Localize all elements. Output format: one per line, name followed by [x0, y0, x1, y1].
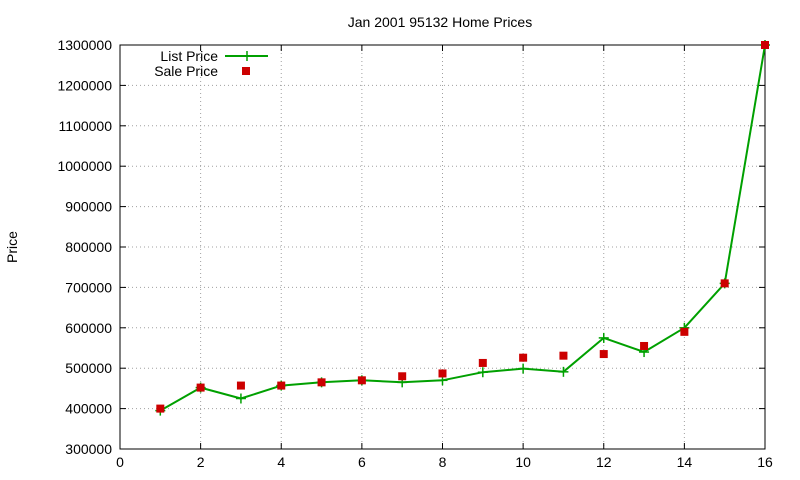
x-tick-label: 6	[358, 454, 366, 470]
sale-price-point	[438, 369, 447, 378]
y-tick-label: 1100000	[59, 118, 113, 134]
list-price-point	[235, 393, 246, 404]
x-tick-label: 12	[596, 454, 612, 470]
y-tick-label: 300000	[65, 441, 112, 457]
legend-marker-list-price	[242, 51, 252, 61]
list-price-point	[477, 367, 488, 378]
sale-price-point	[196, 383, 205, 392]
x-tick-label: 16	[757, 454, 773, 470]
sale-price-point	[640, 341, 649, 350]
sale-price-point	[398, 372, 407, 381]
y-axis-label: Price	[4, 231, 20, 263]
sale-price-point	[478, 358, 487, 367]
legend-marker-sale-price	[242, 67, 250, 75]
x-tick-label: 4	[277, 454, 285, 470]
x-tick-label: 0	[116, 454, 124, 470]
y-tick-label: 900000	[65, 199, 112, 215]
y-tick-label: 600000	[65, 320, 112, 336]
sale-price-point	[317, 378, 326, 387]
y-tick-label: 1000000	[57, 158, 112, 174]
sale-price-point	[599, 350, 608, 359]
sale-price-point	[761, 41, 769, 49]
chart-title: Jan 2001 95132 Home Prices	[348, 14, 532, 30]
list-price-point	[518, 363, 529, 374]
sale-price-point	[559, 351, 568, 360]
y-axis-tick-labels: 300000 400000 500000 600000 700000 800000 9000…	[57, 37, 112, 457]
x-axis-tick-labels: 0 2 4 6 8 10 12 14 16	[116, 454, 773, 470]
list-price-point	[558, 366, 569, 377]
y-tick-label: 500000	[65, 360, 112, 376]
x-tick-label: 8	[439, 454, 447, 470]
series-line-list-price	[159, 44, 766, 412]
axis-ticks	[119, 44, 766, 450]
y-tick-label: 800000	[65, 239, 112, 255]
x-tick-label: 10	[515, 454, 531, 470]
sale-price-point	[357, 376, 366, 385]
legend: List Price Sale Price	[154, 48, 268, 79]
grid	[120, 45, 765, 449]
legend-label-sale-price: Sale Price	[154, 63, 218, 79]
list-price-point	[598, 332, 609, 343]
y-tick-label: 700000	[65, 279, 112, 295]
y-tick-label: 400000	[65, 401, 112, 417]
sale-price-point	[156, 404, 165, 413]
sale-price-point	[720, 279, 729, 288]
sale-price-point	[680, 327, 689, 336]
sale-price-point	[277, 381, 286, 390]
series	[155, 40, 770, 416]
sale-price-point	[519, 353, 528, 362]
x-tick-label: 14	[677, 454, 693, 470]
y-tick-label: 1300000	[57, 37, 112, 53]
y-tick-label: 1200000	[57, 77, 112, 93]
x-tick-label: 2	[197, 454, 205, 470]
sale-price-point	[236, 381, 245, 390]
legend-label-list-price: List Price	[160, 48, 218, 64]
